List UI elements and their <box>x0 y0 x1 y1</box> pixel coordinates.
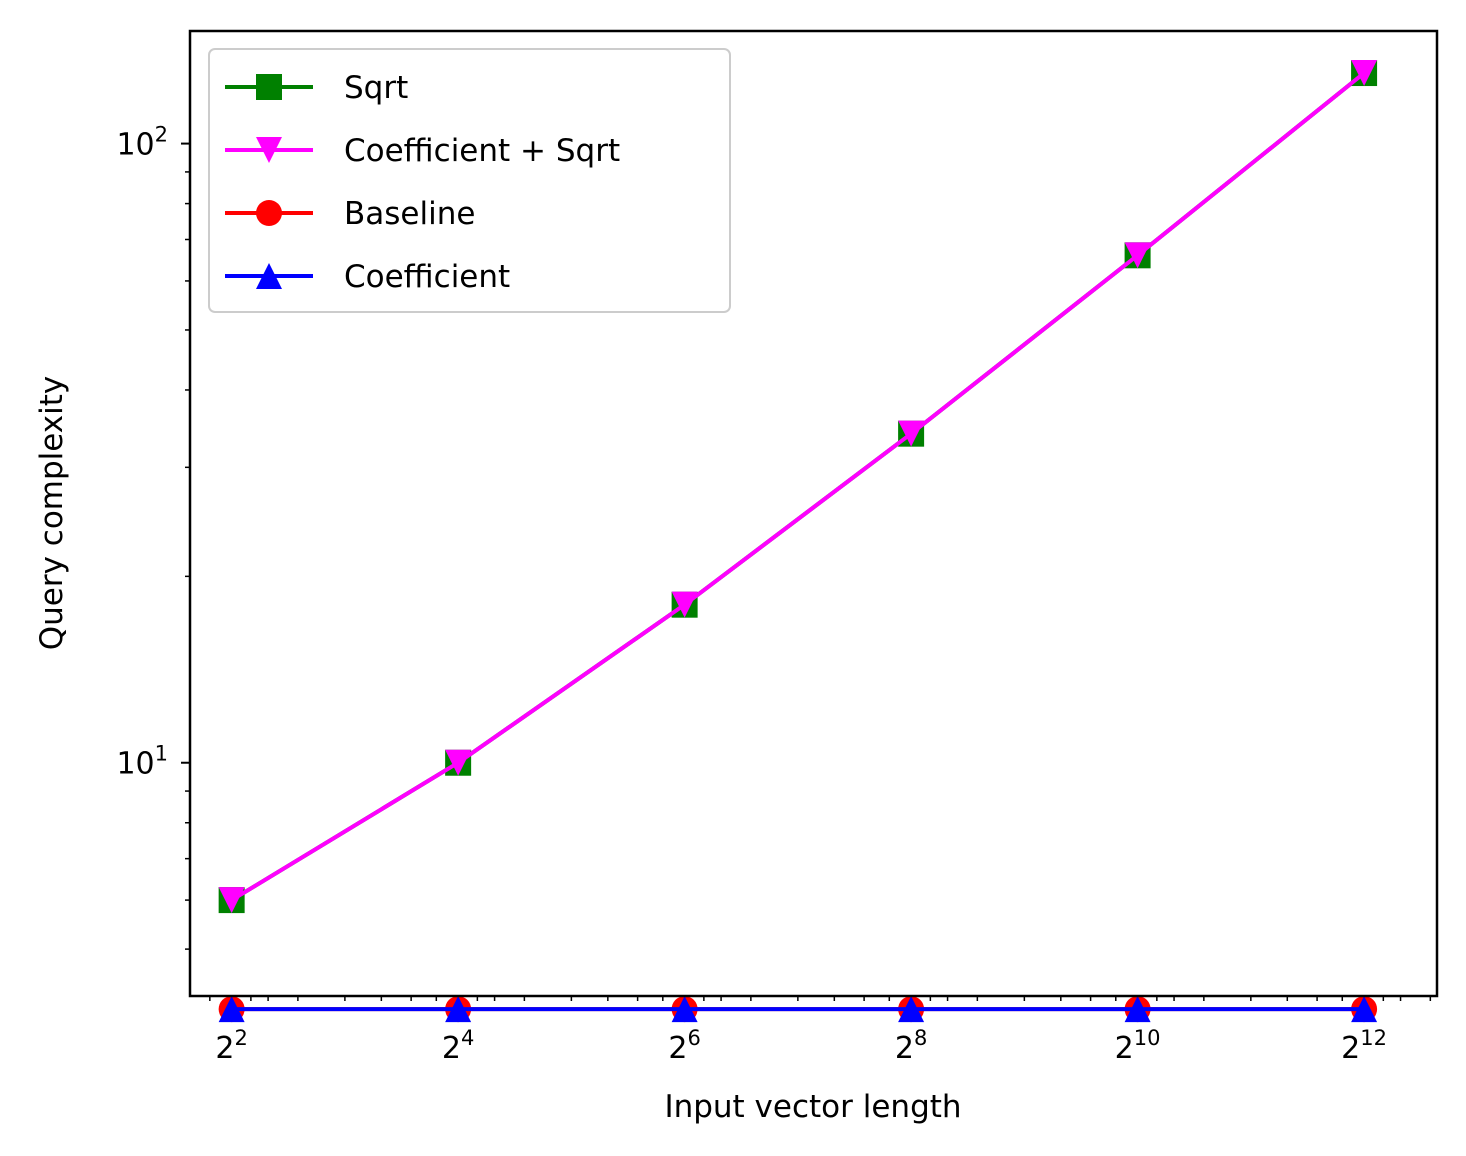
x-tick-label: 210 <box>1115 1026 1161 1066</box>
legend-marker <box>256 137 282 163</box>
data-point <box>898 420 925 447</box>
x-tick-label: 24 <box>442 1026 474 1066</box>
series-coefficient-sqrt <box>218 60 1378 914</box>
data-point <box>1124 242 1151 269</box>
legend-entry: Coefficient <box>225 259 510 295</box>
legend-marker <box>256 200 282 226</box>
data-point <box>671 591 698 618</box>
y-tick-labels: 101 102 <box>116 123 168 782</box>
data-point <box>671 996 698 1023</box>
legend-entry: Baseline <box>225 196 475 232</box>
data-point <box>1351 60 1378 87</box>
data-point <box>218 887 245 914</box>
x-tick-labels: 22 24 26 28 210 212 <box>215 1026 1387 1066</box>
legend-label: Coefficient + Sqrt <box>344 133 620 169</box>
data-point <box>898 996 925 1023</box>
legend-label: Sqrt <box>344 70 408 106</box>
y-tick-label: 101 <box>116 742 168 782</box>
series-layer <box>218 60 1378 1023</box>
data-point <box>1124 996 1151 1023</box>
plot-frame <box>188 29 1439 998</box>
legend-box <box>208 48 731 313</box>
y-tick-label: 102 <box>116 123 168 163</box>
x-tick-label: 22 <box>215 1026 247 1066</box>
legend-marker <box>256 74 282 100</box>
series-coefficient <box>218 996 1378 1023</box>
data-point <box>445 996 472 1023</box>
x-tick-label: 212 <box>1341 1026 1387 1066</box>
legend-entry: Coefficient + Sqrt <box>225 133 620 169</box>
x-axis-label: Input vector length <box>664 1089 961 1125</box>
data-point <box>445 749 472 776</box>
x-tick-label: 26 <box>668 1026 700 1066</box>
y-axis-label: Query complexity <box>34 376 70 651</box>
legend-entry: Sqrt <box>225 70 408 106</box>
legend-label: Coefficient <box>344 259 510 295</box>
x-tick-label: 28 <box>895 1026 927 1066</box>
data-point <box>1351 996 1378 1023</box>
legend-label: Baseline <box>344 196 475 232</box>
legend: Sqrt Coefficient + Sqrt Baseline Coefficien… <box>208 48 731 313</box>
series-line <box>230 71 1366 902</box>
legend-marker <box>256 263 282 289</box>
data-point <box>218 996 245 1023</box>
